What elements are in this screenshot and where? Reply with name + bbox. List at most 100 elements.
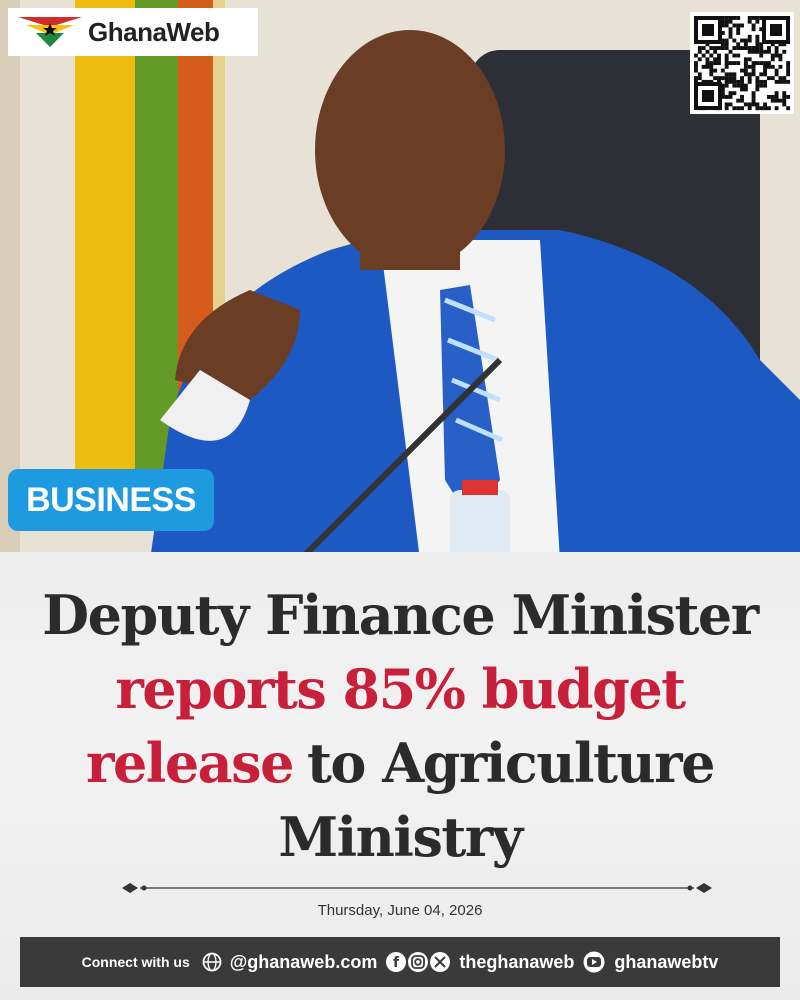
qr-module [759, 72, 764, 77]
qr-module [732, 72, 737, 77]
qr-module [759, 61, 764, 66]
footer-label: Connect with us [81, 954, 190, 970]
qr-module [770, 64, 775, 69]
qr-module [701, 46, 706, 50]
qr-module [740, 106, 744, 111]
qr-module [740, 76, 744, 81]
qr-module [743, 83, 748, 88]
qr-module [743, 72, 748, 77]
qr-module [724, 42, 729, 47]
qr-module [720, 76, 725, 81]
qr-module [713, 76, 718, 81]
qr-module [732, 61, 737, 66]
website[interactable]: @ghanaweb.com [229, 951, 378, 972]
qr-module [782, 79, 787, 84]
qr-module [778, 57, 783, 62]
qr-module [732, 106, 737, 111]
qr-module [701, 64, 706, 69]
qr-module [724, 53, 729, 58]
qr-module [740, 46, 744, 50]
qr-module [774, 72, 779, 77]
qr-module [751, 23, 756, 28]
youtube-handle[interactable]: ghanawebtv [614, 951, 719, 972]
qr-module [743, 42, 748, 47]
qr-module [720, 19, 725, 24]
qr-module [786, 68, 791, 73]
qr-module [728, 19, 733, 24]
qr-module [759, 27, 764, 32]
qr-module [755, 42, 760, 47]
qr-module [724, 76, 729, 81]
qr-module [736, 61, 741, 66]
qr-module [763, 72, 768, 77]
qr-module [713, 57, 718, 62]
qr-code [690, 12, 794, 114]
qr-module [724, 38, 729, 43]
qr-module [697, 76, 702, 81]
headline-segment: to Agriculture [306, 731, 716, 795]
qr-module [728, 34, 733, 39]
qr-module [717, 79, 721, 84]
qr-module [728, 76, 733, 81]
qr-module [751, 46, 756, 50]
qr-module [720, 38, 725, 43]
qr-module [728, 31, 733, 35]
qr-module [724, 79, 729, 84]
qr-module [786, 72, 791, 77]
qr-module [702, 24, 714, 36]
qr-module [751, 91, 756, 96]
qr-module [759, 42, 764, 47]
qr-module [763, 68, 768, 73]
qr-module [720, 46, 725, 50]
social-handle[interactable]: theghanaweb [459, 951, 575, 972]
youtube-icon [583, 951, 605, 973]
headline-line: Ministry [0, 800, 800, 874]
qr-module [717, 53, 721, 58]
qr-module [694, 79, 698, 84]
qr-module [751, 68, 756, 73]
qr-module [759, 16, 764, 20]
qr-module [751, 72, 756, 77]
qr-module [709, 68, 714, 73]
qr-module [778, 79, 783, 84]
qr-module [747, 46, 752, 50]
qr-module [736, 98, 741, 103]
qr-module [705, 79, 710, 84]
qr-module [720, 83, 725, 88]
qr-module [740, 23, 744, 28]
qr-module [709, 61, 714, 66]
qr-module [732, 76, 737, 81]
qr-module [720, 31, 725, 35]
qr-module [728, 27, 733, 32]
qr-module [755, 61, 760, 66]
qr-module [778, 76, 783, 81]
qr-module [747, 79, 752, 84]
qr-module [709, 46, 714, 50]
qr-module [774, 49, 779, 54]
qr-module [786, 64, 791, 69]
qr-module [720, 94, 725, 99]
qr-module [747, 34, 752, 39]
qr-module [694, 76, 698, 81]
qr-module [728, 16, 733, 20]
qr-module [747, 49, 752, 54]
qr-module [751, 27, 756, 32]
qr-module [740, 83, 744, 88]
qr-module [701, 53, 706, 58]
qr-module [747, 19, 752, 24]
qr-module [732, 91, 737, 96]
qr-module [728, 49, 733, 54]
qr-module [759, 79, 764, 84]
qr-module [751, 64, 756, 69]
qr-module [770, 76, 775, 81]
qr-module [774, 53, 779, 58]
qr-module [736, 31, 741, 35]
qr-module [763, 79, 768, 84]
qr-module [724, 61, 729, 66]
qr-module [743, 46, 748, 50]
qr-module [751, 94, 756, 99]
headline-line: Deputy Finance Minister [0, 578, 800, 652]
headline-segment: Ministry [278, 805, 523, 869]
qr-module [755, 79, 760, 84]
qr-module [747, 106, 752, 111]
